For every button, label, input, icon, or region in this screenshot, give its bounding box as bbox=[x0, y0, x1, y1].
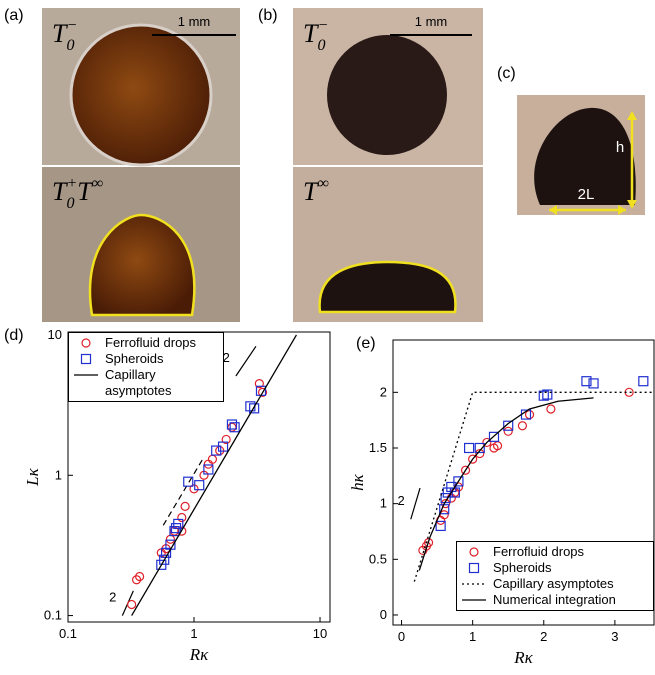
y-tick-label: 2 bbox=[380, 384, 387, 399]
y-axis-label: hκ bbox=[348, 473, 367, 491]
scale-label: 1 mm bbox=[415, 14, 448, 29]
guide-line bbox=[411, 488, 420, 519]
marker-circle bbox=[166, 535, 174, 543]
legend-label: Ferrofluid drops bbox=[493, 544, 584, 560]
x-tick-label: 0 bbox=[398, 629, 405, 644]
marker-square bbox=[82, 355, 91, 364]
marker-square bbox=[470, 564, 479, 573]
figure: (a) 1 mm T0− T0+T∞ (b) 1 mm T0− T∞ (c) 2… bbox=[0, 0, 655, 675]
y-tick-label: 1 bbox=[55, 467, 62, 482]
x-tick-label: 1 bbox=[190, 626, 197, 641]
superscript: ∞ bbox=[317, 175, 328, 192]
x-axis-label: Rκ bbox=[189, 645, 209, 664]
marker-circle bbox=[470, 548, 478, 556]
x-tick-label: 0.1 bbox=[59, 626, 77, 641]
panel-label: (c) bbox=[497, 65, 516, 82]
subscript: 0 bbox=[66, 195, 74, 212]
y-tick-label: 1.5 bbox=[369, 440, 387, 455]
marker-circle bbox=[526, 411, 534, 419]
marker-circle bbox=[518, 422, 526, 430]
legend-entry: Numerical integration bbox=[461, 592, 649, 608]
y-tick-label: 0 bbox=[380, 607, 387, 622]
marker-circle bbox=[547, 405, 555, 413]
legend-label: Numerical integration bbox=[493, 592, 616, 608]
drop bbox=[71, 25, 211, 165]
annotation: 2 bbox=[109, 590, 116, 605]
y-tick-label: 0.1 bbox=[44, 608, 62, 623]
x-tick-label: 10 bbox=[313, 626, 327, 641]
legend-swatch bbox=[461, 545, 487, 559]
legend-entry: Capillary asymptotes bbox=[73, 367, 219, 399]
height-label: h bbox=[616, 139, 624, 156]
legend-entry: Ferrofluid drops bbox=[73, 335, 219, 351]
x-axis-label: Rκ bbox=[513, 648, 533, 667]
scale-label: 1 mm bbox=[178, 14, 211, 29]
legend-label: Spheroids bbox=[105, 351, 164, 367]
legend-swatch bbox=[461, 593, 487, 607]
legend-swatch bbox=[73, 336, 99, 350]
marker-circle bbox=[504, 427, 512, 435]
x-tick-label: 2 bbox=[540, 629, 547, 644]
panel-label: (b) bbox=[258, 7, 278, 24]
superscript: − bbox=[317, 17, 328, 34]
y-tick-label: 1 bbox=[380, 496, 387, 511]
y-tick-label: 10 bbox=[48, 327, 62, 342]
marker-circle bbox=[228, 423, 236, 431]
legend-label: Capillary asymptotes bbox=[493, 576, 614, 592]
legend-entry: Capillary asymptotes bbox=[461, 576, 649, 592]
x-tick-label: 1 bbox=[469, 629, 476, 644]
guide-line bbox=[236, 346, 256, 376]
marker-circle bbox=[128, 600, 136, 608]
legend-entry: Spheroids bbox=[73, 351, 219, 367]
legend-entry: Spheroids bbox=[461, 560, 649, 576]
panel-label: (a) bbox=[4, 7, 24, 24]
x-tick-label: 3 bbox=[611, 629, 618, 644]
marker-circle bbox=[181, 502, 189, 510]
y-axis-label: Lκ bbox=[23, 467, 42, 486]
legend-swatch bbox=[73, 368, 99, 382]
marker-circle bbox=[178, 514, 186, 522]
y-tick-label: 0.5 bbox=[369, 551, 387, 566]
legend-label: Spheroids bbox=[493, 560, 552, 576]
drop bbox=[327, 35, 447, 155]
subscript: 0 bbox=[66, 37, 74, 54]
panel-label: (d) bbox=[4, 327, 24, 344]
legend-label: Capillary asymptotes bbox=[105, 367, 219, 399]
panel-label: (e) bbox=[356, 335, 376, 352]
marker-circle bbox=[82, 339, 90, 347]
legend-swatch bbox=[461, 561, 487, 575]
marker-square bbox=[465, 443, 474, 452]
annotation: 2 bbox=[398, 493, 405, 508]
superscript: − bbox=[66, 17, 77, 34]
subscript: 0 bbox=[317, 37, 325, 54]
width-label: 2L bbox=[578, 186, 595, 203]
legend-entry: Ferrofluid drops bbox=[461, 544, 649, 560]
legend-swatch bbox=[73, 352, 99, 366]
legend-label: Ferrofluid drops bbox=[105, 335, 196, 351]
superscript: + bbox=[66, 175, 77, 192]
marker-square bbox=[639, 377, 648, 386]
marker-square bbox=[246, 402, 255, 411]
legend-swatch bbox=[461, 577, 487, 591]
superscript: ∞ bbox=[92, 175, 103, 192]
